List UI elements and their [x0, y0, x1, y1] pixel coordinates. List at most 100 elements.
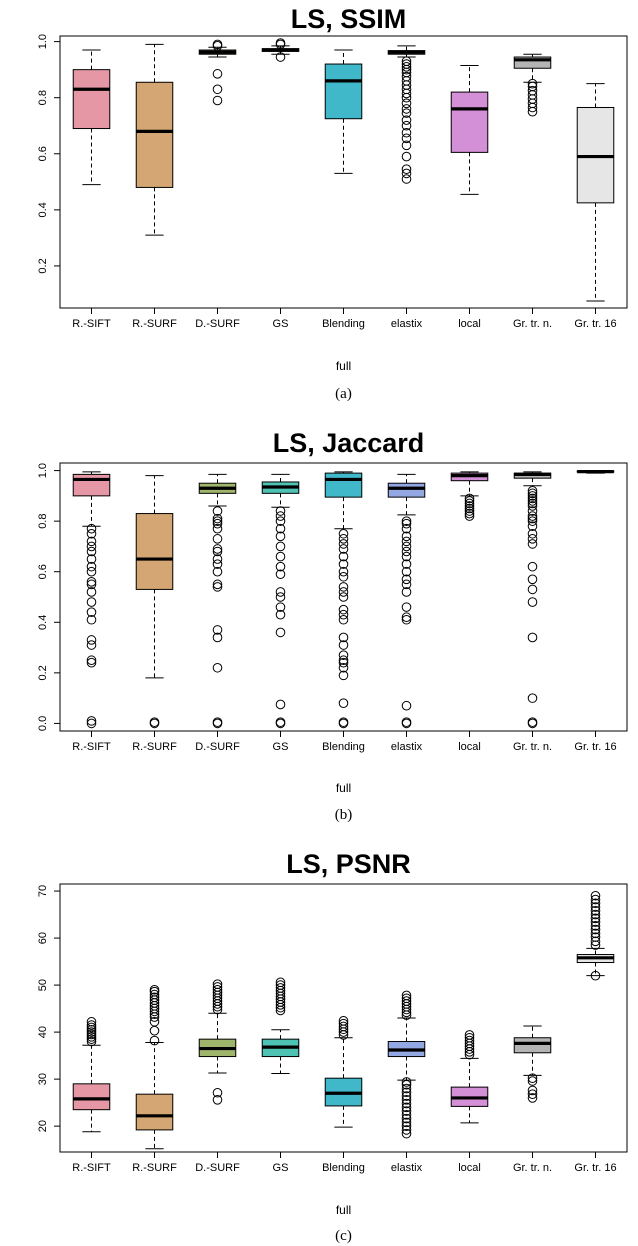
outlier-point: [275, 587, 286, 597]
outlier-point: [401, 62, 412, 72]
outlier-point: [338, 592, 349, 602]
x-axis-label: full: [336, 781, 351, 795]
outlier-point: [275, 511, 286, 521]
y-tick-label: 60: [37, 932, 49, 944]
box-5: Blending: [322, 49, 365, 330]
y-tick-label: 0.6: [37, 146, 49, 161]
outlier-point: [401, 1121, 412, 1131]
outlier-point: [338, 544, 349, 554]
outlier-point: [464, 1035, 475, 1046]
outlier-point: [338, 582, 349, 592]
outlier-point: [527, 1076, 538, 1086]
outlier-point: [338, 650, 349, 660]
outlier-point: [86, 1022, 97, 1033]
outlier-point: [149, 984, 160, 995]
outlier-point: [275, 609, 286, 620]
x-axis-label: full: [336, 359, 351, 373]
outlier-point: [86, 541, 97, 552]
box-8: Gr. tr. n.: [513, 53, 552, 330]
outlier-point: [401, 1077, 412, 1087]
outlier-point: [275, 52, 286, 62]
outlier-point: [275, 983, 286, 993]
outlier-point: [212, 632, 223, 643]
outlier-point: [590, 913, 601, 924]
outlier-point: [527, 488, 538, 499]
outlier-point: [401, 551, 412, 562]
box-4: GS: [261, 38, 300, 330]
outlier-point: [527, 1089, 538, 1099]
outlier-point: [275, 592, 286, 602]
outlier-point: [401, 133, 412, 144]
outlier-point: [275, 602, 286, 612]
box-8: Gr. tr. n.: [513, 471, 552, 753]
outlier-point: [212, 513, 223, 524]
outlier-point: [401, 1117, 412, 1128]
box-body: [450, 91, 489, 153]
box-body: [387, 482, 426, 498]
box-body: [513, 56, 552, 69]
chart-panel-1: LS, SSIM full (a) 0.2 0.4 0.6 0.8 1.0 R.-SIFT R.-…: [37, 4, 628, 402]
box-7: local: [450, 64, 489, 330]
outlier-point: [86, 614, 97, 625]
outlier-point: [401, 140, 412, 151]
box-9: Gr. tr. 16: [574, 83, 617, 330]
outlier-point: [590, 917, 601, 927]
outlier-point: [464, 493, 475, 504]
x-tick-label: Blending: [322, 1162, 365, 1174]
outlier-point: [212, 518, 223, 529]
outlier-point: [86, 1036, 97, 1047]
outlier-point: [212, 39, 223, 50]
outlier-point: [464, 498, 475, 509]
outlier-point: [527, 1073, 538, 1083]
box-1: R.-SIFT: [72, 1016, 111, 1174]
x-tick-label: Gr. tr. 16: [574, 1162, 616, 1174]
outlier-point: [212, 546, 223, 557]
x-tick-label: Blending: [322, 741, 365, 753]
outlier-point: [338, 534, 349, 544]
outlier-point: [212, 516, 223, 526]
outlier-point: [338, 539, 349, 549]
outlier-point: [527, 561, 538, 572]
outlier-point: [86, 523, 97, 534]
box-7: local: [450, 471, 489, 753]
outlier-point: [401, 151, 412, 162]
outlier-point: [338, 1021, 349, 1032]
outlier-point: [86, 579, 97, 590]
outlier-point: [86, 640, 97, 650]
outlier-point: [401, 536, 412, 547]
outlier-point: [464, 508, 475, 519]
outlier-point: [590, 940, 601, 950]
outlier-point: [527, 78, 538, 89]
outlier-point: [338, 571, 349, 582]
outlier-point: [401, 1125, 412, 1135]
outlier-point: [590, 909, 601, 920]
x-tick-label: R.-SURF: [132, 318, 177, 330]
x-tick-label: elastix: [391, 1162, 423, 1174]
box-2: R.-SURF: [132, 475, 177, 753]
outlier-point: [338, 1018, 349, 1029]
box-9: Gr. tr. 16: [574, 469, 617, 753]
outlier-point: [401, 612, 412, 623]
y-tick-label: 1.0: [37, 463, 49, 478]
outlier-point: [527, 511, 538, 521]
outlier-point: [275, 516, 286, 526]
outlier-point: [86, 561, 97, 572]
outlier-point: [590, 936, 601, 947]
panel-caption: (c): [335, 1228, 352, 1244]
outlier-point: [212, 979, 223, 989]
outlier-point: [338, 717, 349, 727]
box-body: [513, 1037, 552, 1054]
box-3: D.-SURF: [195, 473, 240, 753]
box-body: [135, 513, 174, 590]
outlier-point: [86, 1020, 97, 1030]
outlier-point: [212, 1087, 223, 1098]
outlier-point: [149, 992, 160, 1003]
outlier-point: [275, 38, 286, 48]
outlier-point: [401, 559, 412, 569]
outlier-point: [401, 168, 412, 179]
outlier-point: [401, 602, 412, 612]
outlier-point: [527, 493, 538, 504]
x-tick-label: R.-SIFT: [72, 1162, 111, 1174]
outlier-point: [338, 662, 349, 673]
